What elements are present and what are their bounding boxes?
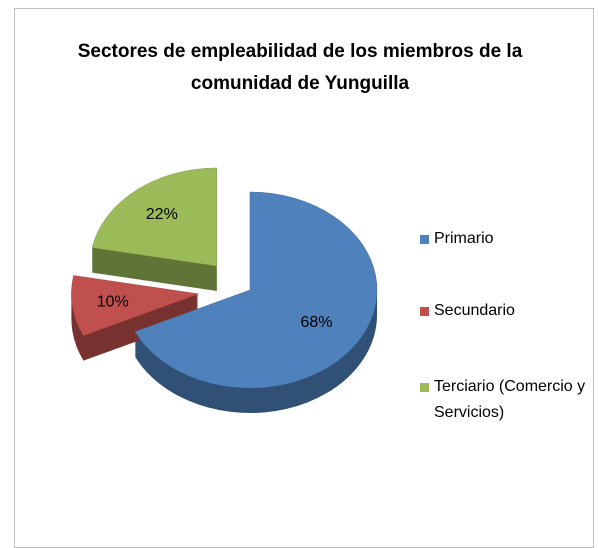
legend-swatch <box>420 383 429 392</box>
legend-swatch <box>420 235 429 244</box>
legend-entry: Terciario (Comercio y Servicios) <box>420 374 592 426</box>
legend-label: Primario <box>434 230 494 247</box>
slice <box>71 275 199 336</box>
legend-entry: Secundario <box>420 298 592 324</box>
slice <box>91 167 218 267</box>
chart-title: Sectores de empleabilidad de los miembro… <box>77 41 523 94</box>
data-label: 22% <box>146 206 178 223</box>
legend: Primario Secundario Terciario (Comercio y … <box>420 226 592 426</box>
data-label: 10% <box>97 293 129 310</box>
slice <box>134 191 378 389</box>
legend-entry: Primario <box>420 226 592 252</box>
legend-label: Secundario <box>434 302 515 319</box>
legend-label: Terciario (Comercio y Servicios) <box>434 378 586 421</box>
legend-swatch <box>420 307 429 316</box>
data-label: 68% <box>300 314 332 331</box>
